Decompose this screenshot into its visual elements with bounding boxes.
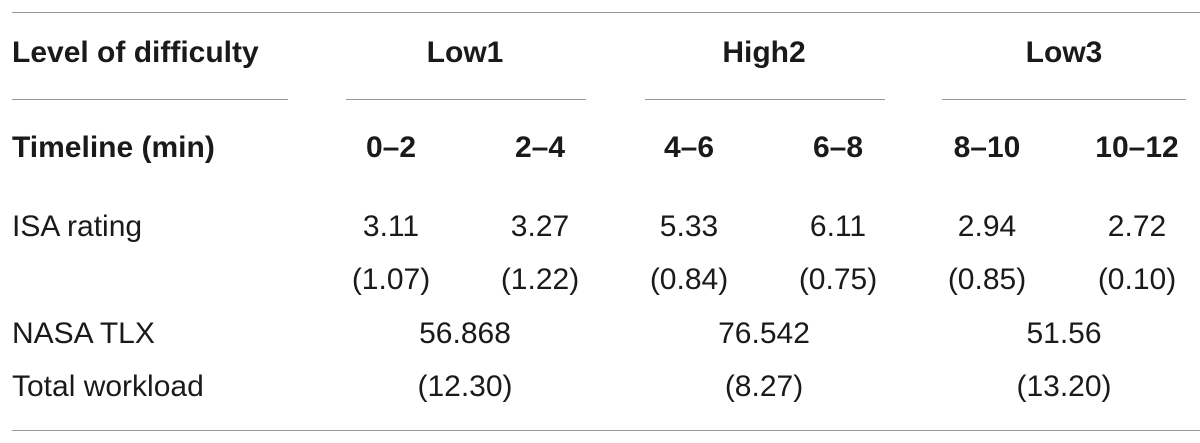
isa-sd-cell: (0.10) <box>1097 263 1177 296</box>
group-header-low3: Low3 <box>1025 36 1103 69</box>
nasa-sd-cell: (12.30) <box>417 370 513 403</box>
group-header-low1: Low1 <box>426 36 504 69</box>
group-header-high2: High2 <box>722 36 806 69</box>
isa-sd-cell: (0.75) <box>798 263 878 296</box>
isa-sd-cell: (0.85) <box>947 263 1027 296</box>
timeline-4-6: 4–6 <box>663 131 715 164</box>
isa-mean-cell: 5.33 <box>659 210 719 243</box>
isa-sd-cell: (1.07) <box>351 263 431 296</box>
group-underline-high2 <box>645 99 885 100</box>
timeline-header: Timeline (min) <box>12 131 215 164</box>
nasa-tlx-label: NASA TLX <box>12 317 155 350</box>
group-underline-low1 <box>346 99 586 100</box>
nasa-mean-cell: 76.542 <box>718 317 810 350</box>
isa-mean-cell: 6.11 <box>809 210 867 243</box>
isa-sd-cell: (1.22) <box>500 263 580 296</box>
bottom-rule <box>12 430 1200 431</box>
timeline-10-12: 10–12 <box>1095 131 1179 164</box>
isa-rating-label: ISA rating <box>12 210 143 243</box>
level-of-difficulty-header: Level of difficulty <box>12 36 259 69</box>
timeline-0-2: 0–2 <box>365 131 417 164</box>
nasa-sd-cell: (8.27) <box>724 370 804 403</box>
timeline-8-10: 8–10 <box>953 131 1021 164</box>
isa-mean-cell: 3.27 <box>510 210 570 243</box>
timeline-2-4: 2–4 <box>514 131 566 164</box>
isa-sd-cell: (0.84) <box>649 263 729 296</box>
nasa-mean-cell: 56.868 <box>419 317 511 350</box>
nasa-sd-cell: (13.20) <box>1016 370 1112 403</box>
isa-mean-cell: 2.72 <box>1107 210 1167 243</box>
level-underline <box>12 99 288 100</box>
total-workload-label: Total workload <box>12 370 204 403</box>
nasa-mean-cell: 51.56 <box>1026 317 1102 350</box>
isa-mean-cell: 3.11 <box>362 210 420 243</box>
top-rule <box>12 12 1200 13</box>
timeline-6-8: 6–8 <box>812 131 864 164</box>
isa-mean-cell: 2.94 <box>957 210 1017 243</box>
group-underline-low3 <box>942 99 1186 100</box>
